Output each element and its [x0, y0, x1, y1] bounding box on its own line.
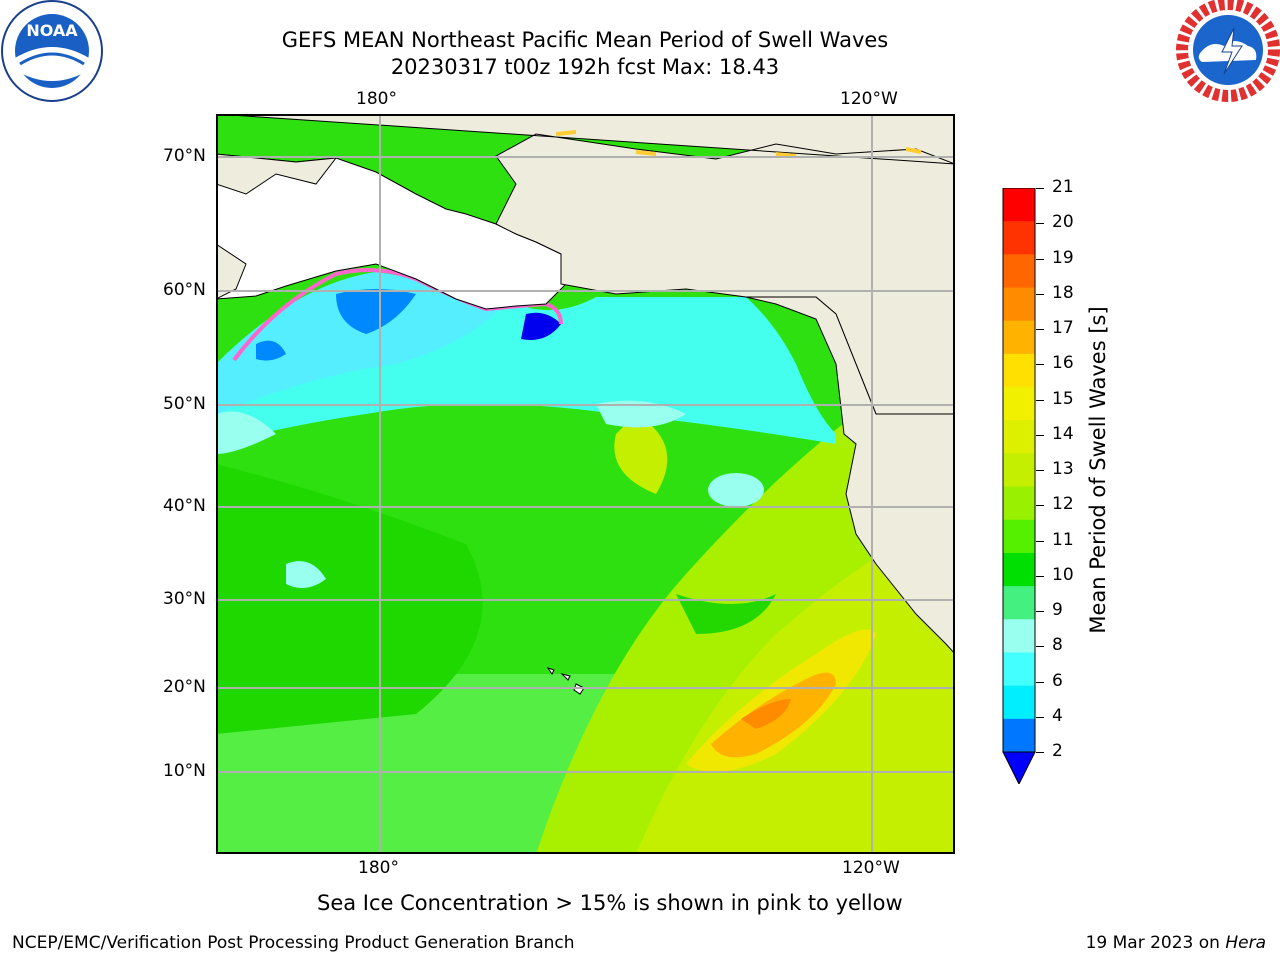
- colorbar-tick-label: 4: [1052, 705, 1063, 726]
- colorbar-tick-label: 9: [1052, 600, 1063, 620]
- colorbar-tick-mark: [1036, 505, 1044, 507]
- colorbar-tick-mark: [1036, 646, 1044, 648]
- footer-credit: NCEP/EMC/Verification Post Processing Pr…: [12, 933, 575, 953]
- colorbar-tick-label: 10: [1052, 564, 1074, 585]
- chart-subtitle: 20230317 t00z 192h fcst Max: 18.43: [390, 55, 780, 79]
- lat-label-40n: 40°N: [163, 496, 206, 516]
- colorbar-tick-label: 19: [1052, 247, 1074, 268]
- colorbar-tick-label: 14: [1052, 423, 1074, 444]
- colorbar-bin: [1003, 685, 1035, 720]
- colorbar-tick-mark: [1036, 399, 1044, 401]
- footer-date: 19 Mar 2023 on Hera: [1086, 933, 1266, 953]
- colorbar-tick-label: 12: [1052, 494, 1074, 515]
- colorbar-bin: [1003, 320, 1035, 355]
- colorbar-tick-mark: [1036, 540, 1044, 542]
- colorbar-bin: [1003, 652, 1035, 687]
- lat-label-30n: 30°N: [163, 589, 206, 609]
- colorbar-tick-mark: [1036, 293, 1044, 295]
- chart-title: GEFS MEAN Northeast Pacific Mean Period …: [281, 28, 889, 52]
- colorbar-tick-mark: [1036, 575, 1044, 577]
- colorbar-tick-mark: [1036, 223, 1044, 225]
- colorbar: [1002, 187, 1036, 786]
- colorbar-tick-mark: [1036, 716, 1044, 718]
- noaa-logo: NOAA: [0, 0, 104, 104]
- graticule: [216, 114, 955, 854]
- footer-host: Hera: [1225, 933, 1266, 953]
- colorbar-tick-mark: [1036, 329, 1044, 330]
- lon-label-top-120w: 120°W: [840, 89, 898, 109]
- colorbar-tick-mark: [1036, 434, 1044, 436]
- colorbar-tick-mark: [1036, 364, 1044, 366]
- colorbar-tick-mark: [1036, 611, 1044, 612]
- colorbar-bin: [1003, 287, 1035, 322]
- colorbar-tick-label: 13: [1052, 459, 1074, 479]
- colorbar-tick-label: 2: [1052, 741, 1063, 761]
- colorbar-bin: [1003, 586, 1035, 620]
- colorbar-bin: [1003, 387, 1035, 421]
- colorbar-bin: [1003, 353, 1035, 388]
- colorbar-tick-label: 16: [1052, 353, 1074, 374]
- colorbar-tick-mark: [1036, 681, 1044, 683]
- colorbar-tick-label: 15: [1052, 388, 1074, 409]
- lon-label-bottom-120w: 120°W: [842, 858, 900, 878]
- colorbar-ticks: 21 20 19 18 17 16 15 14 13 12 11 10 9 8 6 4 2: [1036, 0, 1092, 960]
- sea-ice-note: Sea Ice Concentration > 15% is shown in …: [317, 891, 903, 915]
- colorbar-tick-mark: [1036, 258, 1044, 260]
- nws-logo: [1176, 0, 1280, 104]
- colorbar-bin: [1003, 453, 1035, 488]
- colorbar-tick-label: 17: [1052, 318, 1074, 338]
- colorbar-tick-mark: [1036, 470, 1044, 471]
- colorbar-label: Mean Period of Swell Waves [s]: [1086, 306, 1110, 634]
- noaa-logo-text: NOAA: [26, 21, 78, 40]
- colorbar-tick-label: 21: [1052, 177, 1074, 197]
- colorbar-bin: [1003, 420, 1035, 454]
- colorbar-bin: [1003, 486, 1035, 521]
- lat-label-70n: 70°N: [163, 146, 206, 166]
- colorbar-bin: [1003, 552, 1035, 587]
- lat-label-20n: 20°N: [163, 677, 206, 697]
- colorbar-extend-arrow: [1002, 751, 1036, 786]
- colorbar-bin: [1003, 254, 1035, 289]
- colorbar-tick-label: 11: [1052, 529, 1074, 550]
- colorbar-bin: [1003, 188, 1035, 222]
- colorbar-tick-label: 6: [1052, 670, 1063, 691]
- colorbar-tick-mark: [1036, 188, 1044, 189]
- colorbar-tick-label: 18: [1052, 282, 1074, 303]
- lon-label-bottom-180: 180°: [358, 858, 399, 878]
- colorbar-outline: [1002, 187, 1036, 753]
- colorbar-bin: [1003, 221, 1035, 255]
- lat-label-10n: 10°N: [163, 761, 206, 781]
- colorbar-tick-label: 8: [1052, 635, 1063, 656]
- lon-label-top-180: 180°: [356, 89, 397, 109]
- footer-date-text: 19 Mar 2023 on: [1085, 933, 1226, 953]
- colorbar-bin: [1003, 519, 1035, 554]
- colorbar-tick-mark: [1036, 752, 1044, 753]
- lat-label-60n: 60°N: [163, 280, 206, 300]
- colorbar-tick-label: 20: [1052, 212, 1074, 233]
- colorbar-bin: [1003, 718, 1035, 753]
- colorbar-bin: [1003, 619, 1035, 653]
- map-panel: [215, 113, 956, 854]
- lat-label-50n: 50°N: [163, 394, 206, 414]
